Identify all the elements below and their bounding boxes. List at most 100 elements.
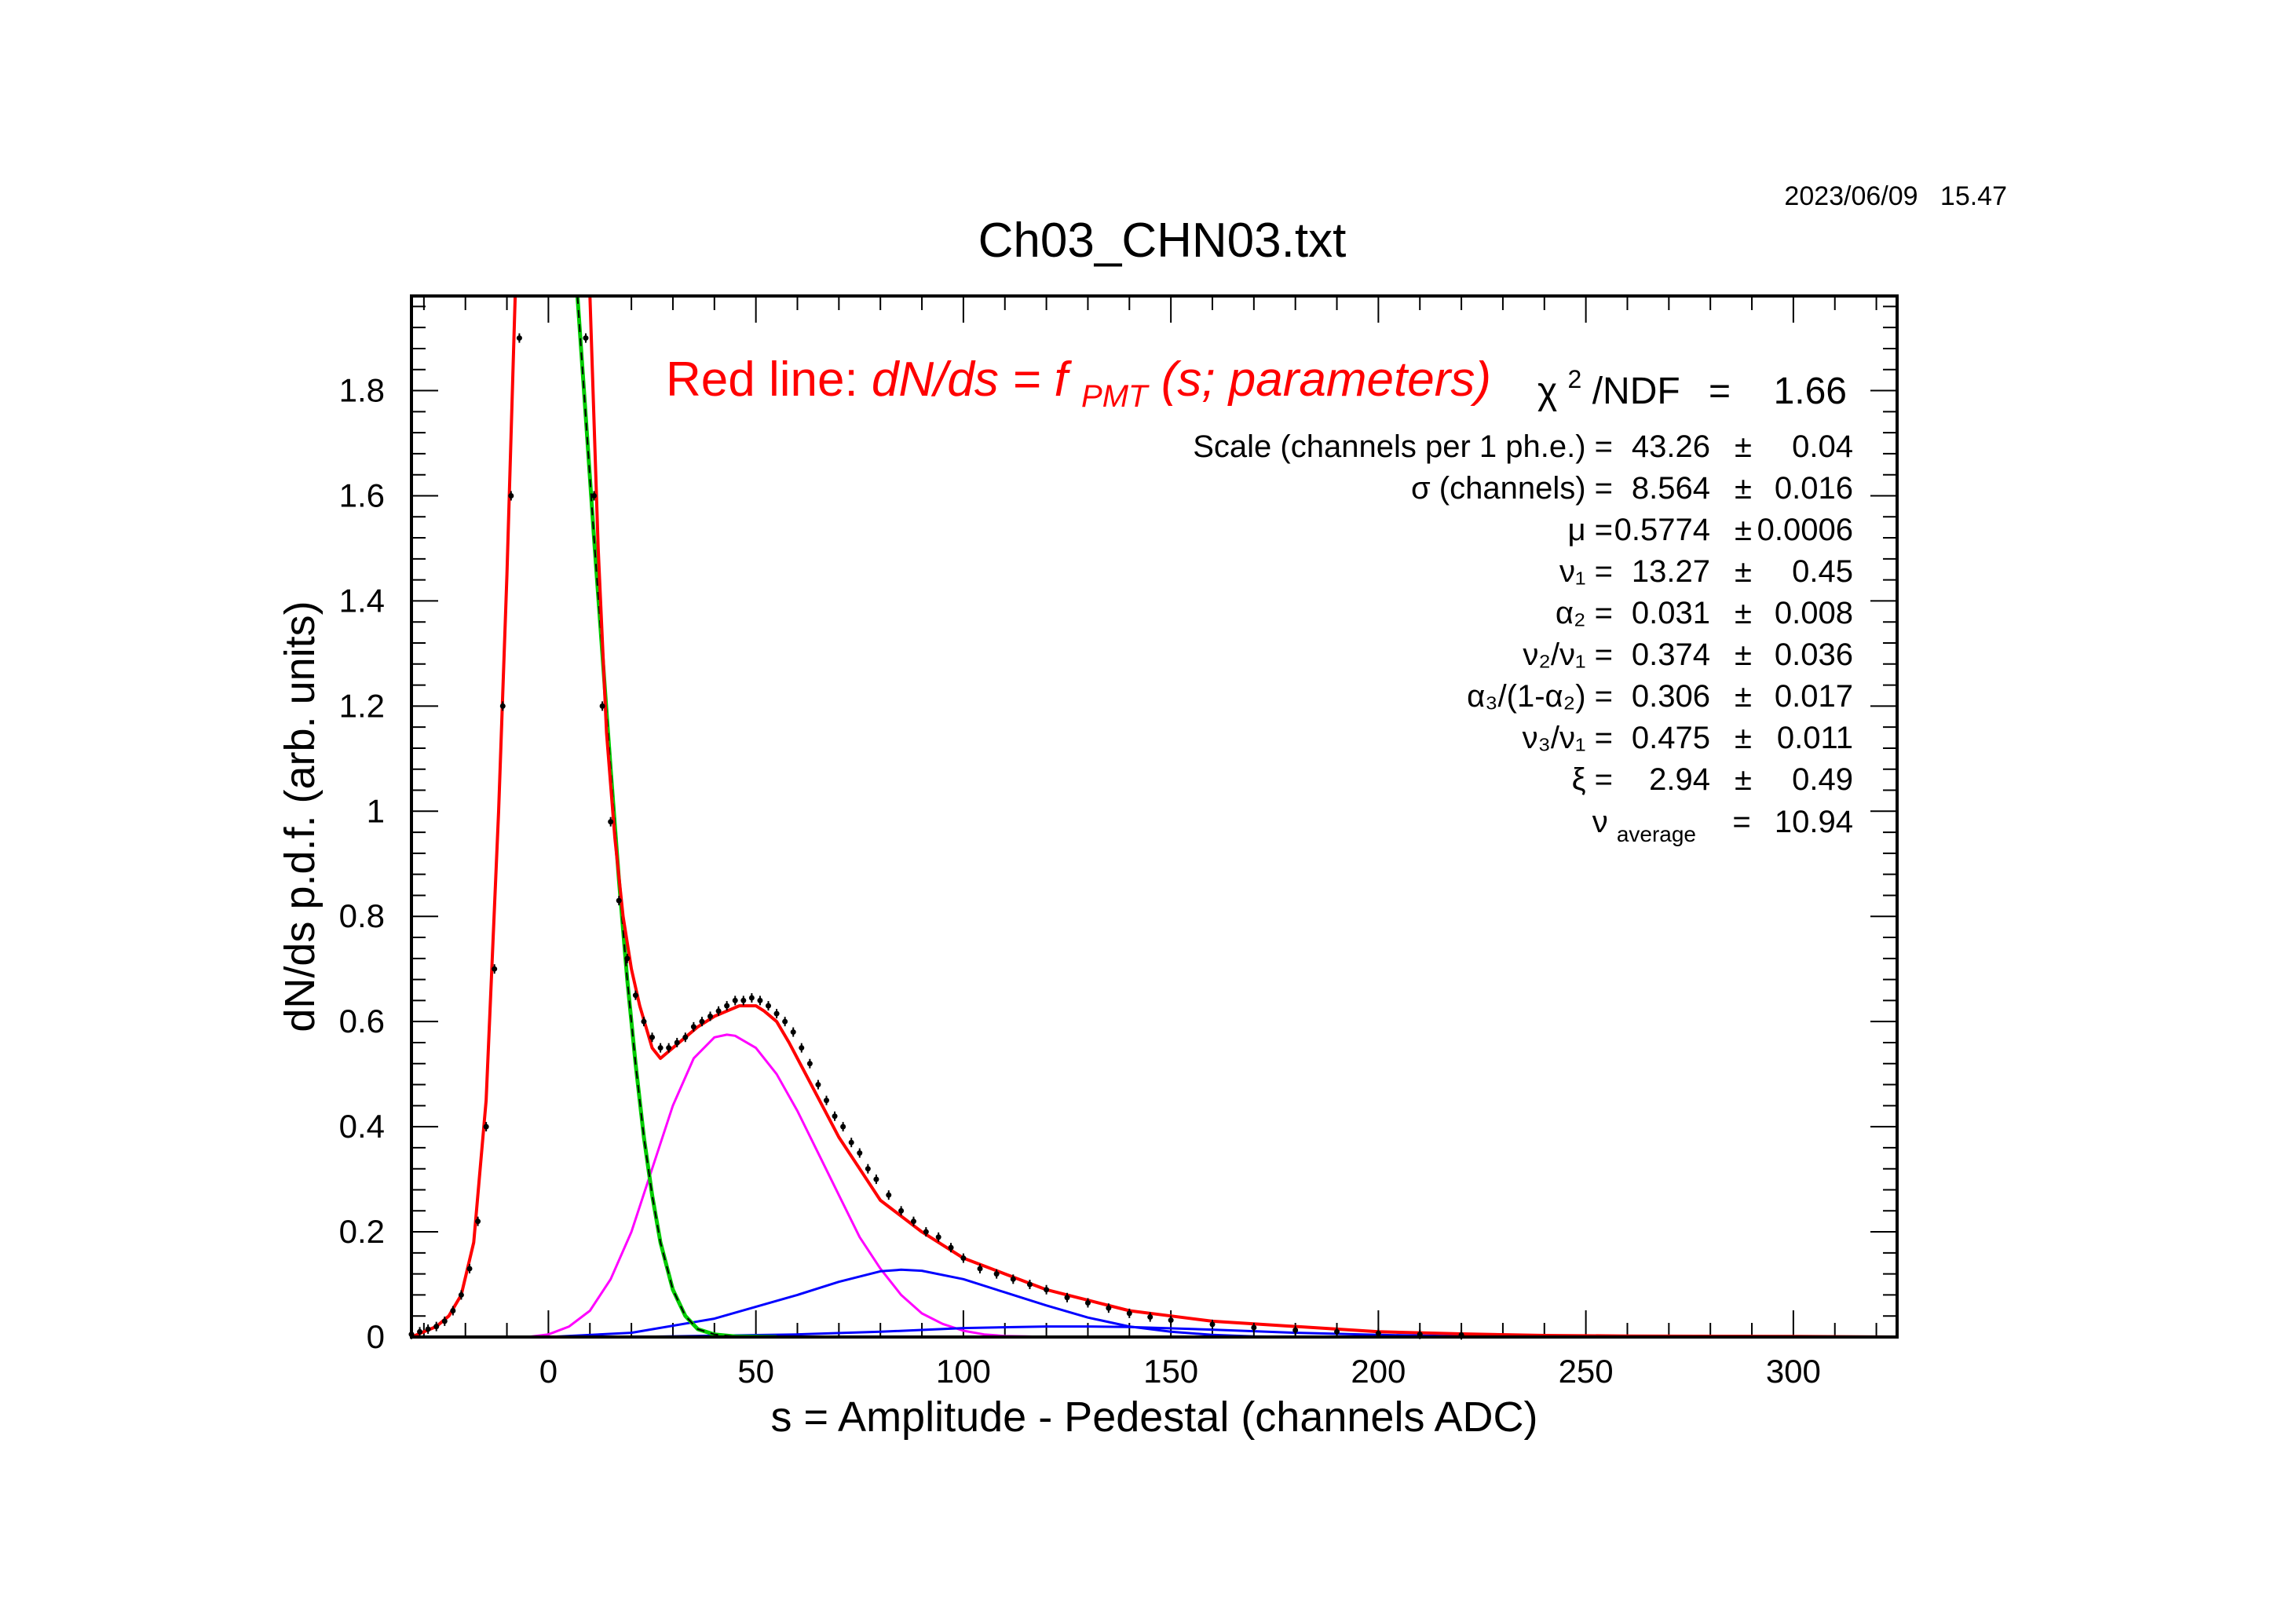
data-point	[666, 1045, 672, 1051]
data-point	[1168, 1317, 1174, 1324]
data-point	[898, 1207, 905, 1214]
data-point	[715, 1008, 722, 1014]
data-point	[458, 1291, 464, 1298]
y-tick-label: 0	[367, 1318, 385, 1355]
nu-average-equals: =	[1732, 805, 1750, 839]
data-point	[466, 1266, 473, 1272]
param-value: 13.27	[1632, 554, 1710, 589]
data-point	[832, 1113, 838, 1120]
param-pm: ±	[1735, 637, 1752, 672]
single-pe-line	[527, 1033, 1047, 1337]
data-point	[674, 1039, 680, 1046]
param-value: 0.475	[1632, 721, 1710, 755]
plot-area: 0 50 100 150 200 250 300 0 0.2 0.4 0.6 0.8 1 1.2 1.4 1.…	[339, 296, 1897, 1390]
pedestal-line	[575, 296, 777, 1337]
param-value: 8.564	[1632, 471, 1710, 506]
data-point	[624, 955, 631, 962]
data-point	[641, 1018, 647, 1025]
data-point	[910, 1218, 916, 1225]
chi2-symbol: χ	[1537, 371, 1557, 412]
data-point	[441, 1318, 448, 1324]
x-axis-title: s = Amplitude - Pedestal (channels ADC)	[771, 1394, 1538, 1441]
param-name: ν₁ =	[1559, 554, 1613, 589]
data-point	[993, 1271, 1000, 1277]
data-point	[583, 335, 589, 342]
param-name: ξ =	[1572, 762, 1613, 797]
y-tick-label: 0.6	[339, 1003, 385, 1039]
x-tick-label: 250	[1559, 1353, 1614, 1390]
data-point	[977, 1266, 983, 1272]
data-point	[649, 1034, 656, 1040]
data-point	[857, 1150, 863, 1156]
data-point	[748, 995, 755, 1001]
y-tick-label: 1	[367, 792, 385, 829]
data-point	[632, 992, 638, 999]
pedestal-dash-line	[576, 296, 777, 1337]
x-tick-label: 200	[1351, 1353, 1406, 1390]
chi2-ndf: /NDF	[1592, 371, 1680, 412]
param-name: ν₃/ν₁ =	[1523, 721, 1613, 755]
chi2-superscript: 2	[1568, 365, 1582, 393]
y-tick-label: 0.8	[339, 897, 385, 934]
data-point	[433, 1324, 440, 1330]
data-point	[1292, 1327, 1299, 1333]
x-tick-label: 0	[539, 1353, 558, 1390]
fit-label-formula-tail: (s; parameters)	[1161, 353, 1491, 407]
chi2-label: χ 2 /NDF	[1537, 355, 1680, 412]
data-point	[840, 1123, 846, 1130]
data-point	[657, 1045, 664, 1051]
plot-frame	[410, 294, 1899, 1339]
data-point	[1084, 1299, 1091, 1306]
data-point	[782, 1018, 788, 1025]
param-error: 0.008	[1775, 596, 1853, 630]
param-value: 0.031	[1632, 596, 1710, 630]
data-point	[1209, 1321, 1216, 1328]
timestamp: 2023/06/09 15.47	[1784, 181, 2007, 211]
data-point	[873, 1176, 879, 1182]
data-point	[923, 1229, 929, 1235]
param-pm: ±	[1735, 679, 1752, 714]
param-error: 0.011	[1777, 721, 1853, 755]
data-point	[799, 1045, 805, 1051]
fit-parameters: Scale (channels per 1 ph.e.) = 43.26 ±0.04…	[1193, 429, 1853, 797]
data-point	[699, 1018, 705, 1025]
data-point	[806, 1061, 813, 1067]
data-point	[1026, 1281, 1033, 1288]
param-name: α₃/(1-α₂) =	[1467, 679, 1613, 714]
param-error: 0.017	[1775, 679, 1853, 714]
y-axis-title: dN/ds p.d.f. (arb. units)	[276, 601, 324, 1032]
data-point	[1251, 1324, 1257, 1331]
nu-average-value: 10.94	[1775, 805, 1853, 839]
data-point	[1126, 1310, 1132, 1317]
data-point	[757, 997, 763, 1003]
total-fit-line	[411, 296, 1897, 1337]
fit-function-label: Red line: dN/ds = f PMT (s; parameters)	[666, 353, 1491, 418]
data-point	[766, 1003, 772, 1009]
fit-label-prefix: Red line:	[666, 353, 858, 407]
param-name: σ (channels) =	[1411, 471, 1613, 506]
fit-label-subscript: PMT	[1081, 379, 1150, 414]
data-point	[790, 1029, 796, 1036]
param-pm: ±	[1735, 471, 1752, 506]
data-point	[508, 492, 514, 499]
data-point	[865, 1166, 871, 1172]
data-point	[599, 703, 605, 709]
two-pe-line	[548, 1268, 1296, 1337]
data-point	[682, 1034, 689, 1040]
data-point	[960, 1255, 967, 1262]
param-pm: ±	[1735, 762, 1752, 797]
data-point	[823, 1098, 829, 1104]
data-point	[417, 1328, 423, 1335]
param-error: 0.016	[1775, 471, 1853, 506]
y-tick-label: 0.4	[339, 1108, 385, 1145]
data-point	[425, 1326, 431, 1332]
y-tick-label: 1.4	[339, 582, 385, 619]
chart-title: Ch03_CHN03.txt	[978, 214, 1347, 268]
data-point	[1044, 1287, 1050, 1293]
data-point	[1334, 1328, 1340, 1335]
data-point	[1010, 1276, 1016, 1282]
data-point	[948, 1244, 954, 1251]
data-point	[773, 1010, 780, 1017]
param-value: 0.5774	[1614, 513, 1710, 547]
